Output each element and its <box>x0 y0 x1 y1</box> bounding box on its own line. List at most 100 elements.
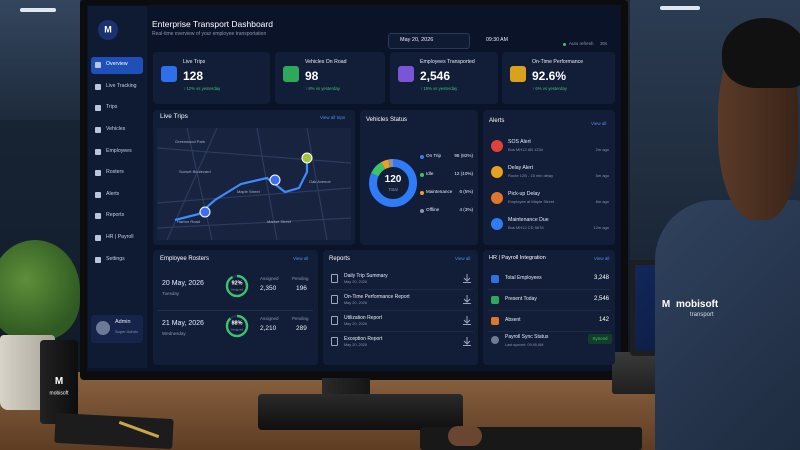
nav-item: Settings <box>106 256 125 262</box>
nav-icon <box>95 84 101 90</box>
vehicle-marker <box>301 152 313 164</box>
nav-icon <box>95 213 101 219</box>
nav-item: Live Tracking <box>106 83 137 89</box>
road <box>186 128 213 240</box>
hand <box>448 426 482 446</box>
date-picker <box>388 33 470 49</box>
ceiling-light <box>20 8 56 12</box>
alert-title: SOS Alert <box>508 139 531 145</box>
ring-caption: Assigned <box>230 327 244 332</box>
dashboard-title: Enterprise Transport Dashboard <box>152 19 273 29</box>
divider <box>328 310 473 311</box>
legend-dot <box>420 191 424 195</box>
hr-icon <box>491 317 499 325</box>
hr-value: 2,546 <box>593 296 609 302</box>
download-icon <box>463 274 471 283</box>
download-arrow <box>463 316 471 325</box>
laptop-brand: mobisoft <box>676 299 719 310</box>
donut-total: 120 <box>384 174 402 185</box>
report-date: May 20, 2026 <box>344 343 368 347</box>
download-icon <box>463 337 471 346</box>
alert-detail: Bus MH12 CD 5678 <box>508 225 544 230</box>
kpi-label: Vehicles On Road <box>305 59 347 65</box>
sync-detail: Last synced: 09:45 AM <box>505 343 544 347</box>
nav-icon <box>95 235 101 241</box>
hr-value: 142 <box>598 317 609 323</box>
download-arrow <box>463 295 471 304</box>
mug-logo: M <box>54 376 64 387</box>
map-label: Market Street <box>267 219 292 224</box>
download-arrow <box>463 337 471 346</box>
avatar <box>96 321 110 335</box>
alert-detail: Route 12B - 15 min delay <box>508 173 554 178</box>
report-date: May 20, 2026 <box>344 301 368 305</box>
panel-link: View all trips <box>320 115 346 120</box>
kpi-value: 2,546 <box>420 69 451 83</box>
mug-brand: mobisoft <box>49 390 69 397</box>
report-name: Utilization Report <box>344 315 383 321</box>
legend-label: On Trip <box>426 153 442 158</box>
assigned-value: 2,210 <box>260 325 277 332</box>
legend-dot <box>420 173 424 177</box>
hr-value: 3,248 <box>593 275 609 281</box>
kpi-label: On-Time Performance <box>532 59 584 65</box>
rosters-panel <box>153 250 318 365</box>
divider <box>158 310 313 311</box>
roster-date: 20 May, 2026 <box>162 280 204 287</box>
divider <box>328 331 473 332</box>
logo-badge <box>98 20 118 40</box>
hr-label: Total Employees <box>505 275 542 281</box>
hr-label: Absent <box>505 317 521 323</box>
vehicle-marker <box>199 206 211 218</box>
nav-item: Trips <box>106 104 118 110</box>
alert-title: Pick-up Delay <box>508 191 541 197</box>
doc-icon <box>331 337 338 346</box>
report-date: May 20, 2026 <box>344 280 368 284</box>
hr-label: Present Today <box>505 296 537 302</box>
road <box>306 128 328 240</box>
nav-item: Reports <box>106 212 125 218</box>
ring-progress <box>225 314 249 338</box>
nav-item: HR | Payroll <box>106 234 134 240</box>
kpi-value: 128 <box>183 69 204 83</box>
road <box>166 128 218 240</box>
nav-icon <box>95 149 101 155</box>
kpi-change: ↑ 15% vs yesterday <box>420 86 458 91</box>
pending-label: Pending <box>292 316 309 321</box>
report-name: On-Time Performance Report <box>344 294 410 300</box>
nav-item: Rosters <box>106 169 124 175</box>
notebook <box>54 412 174 450</box>
logo: M <box>104 24 112 35</box>
time: 09:30 AM <box>486 37 508 43</box>
sync-status: Synced <box>592 335 608 341</box>
sync-badge <box>588 334 612 344</box>
report-date: May 20, 2026 <box>344 322 368 326</box>
donut <box>369 159 417 207</box>
nav-item: Overview <box>106 61 128 67</box>
report-name: Exception Report <box>344 336 383 342</box>
road <box>256 128 278 240</box>
road <box>157 147 351 164</box>
plant <box>0 240 80 340</box>
nav-icon <box>95 192 101 198</box>
hr-icon <box>491 296 499 304</box>
alert-time: 5m ago <box>595 173 609 178</box>
alerts-panel <box>483 110 615 245</box>
alert-time: 12m ago <box>593 225 609 230</box>
refresh-dot <box>563 43 566 46</box>
user-name: Admin <box>115 319 131 325</box>
map <box>157 128 351 240</box>
nav-active <box>91 57 143 74</box>
download-icon <box>463 295 471 304</box>
donut-total-label: Total <box>388 186 398 192</box>
alert-icon <box>491 166 503 178</box>
panel-title: Vehicles Status <box>366 117 408 123</box>
panel-title: Reports <box>329 256 351 262</box>
kpi-label: Employees Transported <box>420 59 475 65</box>
map-label: Maple Street <box>237 189 260 194</box>
person-hair <box>722 18 800 88</box>
assigned-label: Assigned <box>260 316 279 321</box>
roster-day: Tuesday <box>162 291 180 296</box>
progress-ring <box>225 274 249 298</box>
donut-segment <box>369 159 417 207</box>
